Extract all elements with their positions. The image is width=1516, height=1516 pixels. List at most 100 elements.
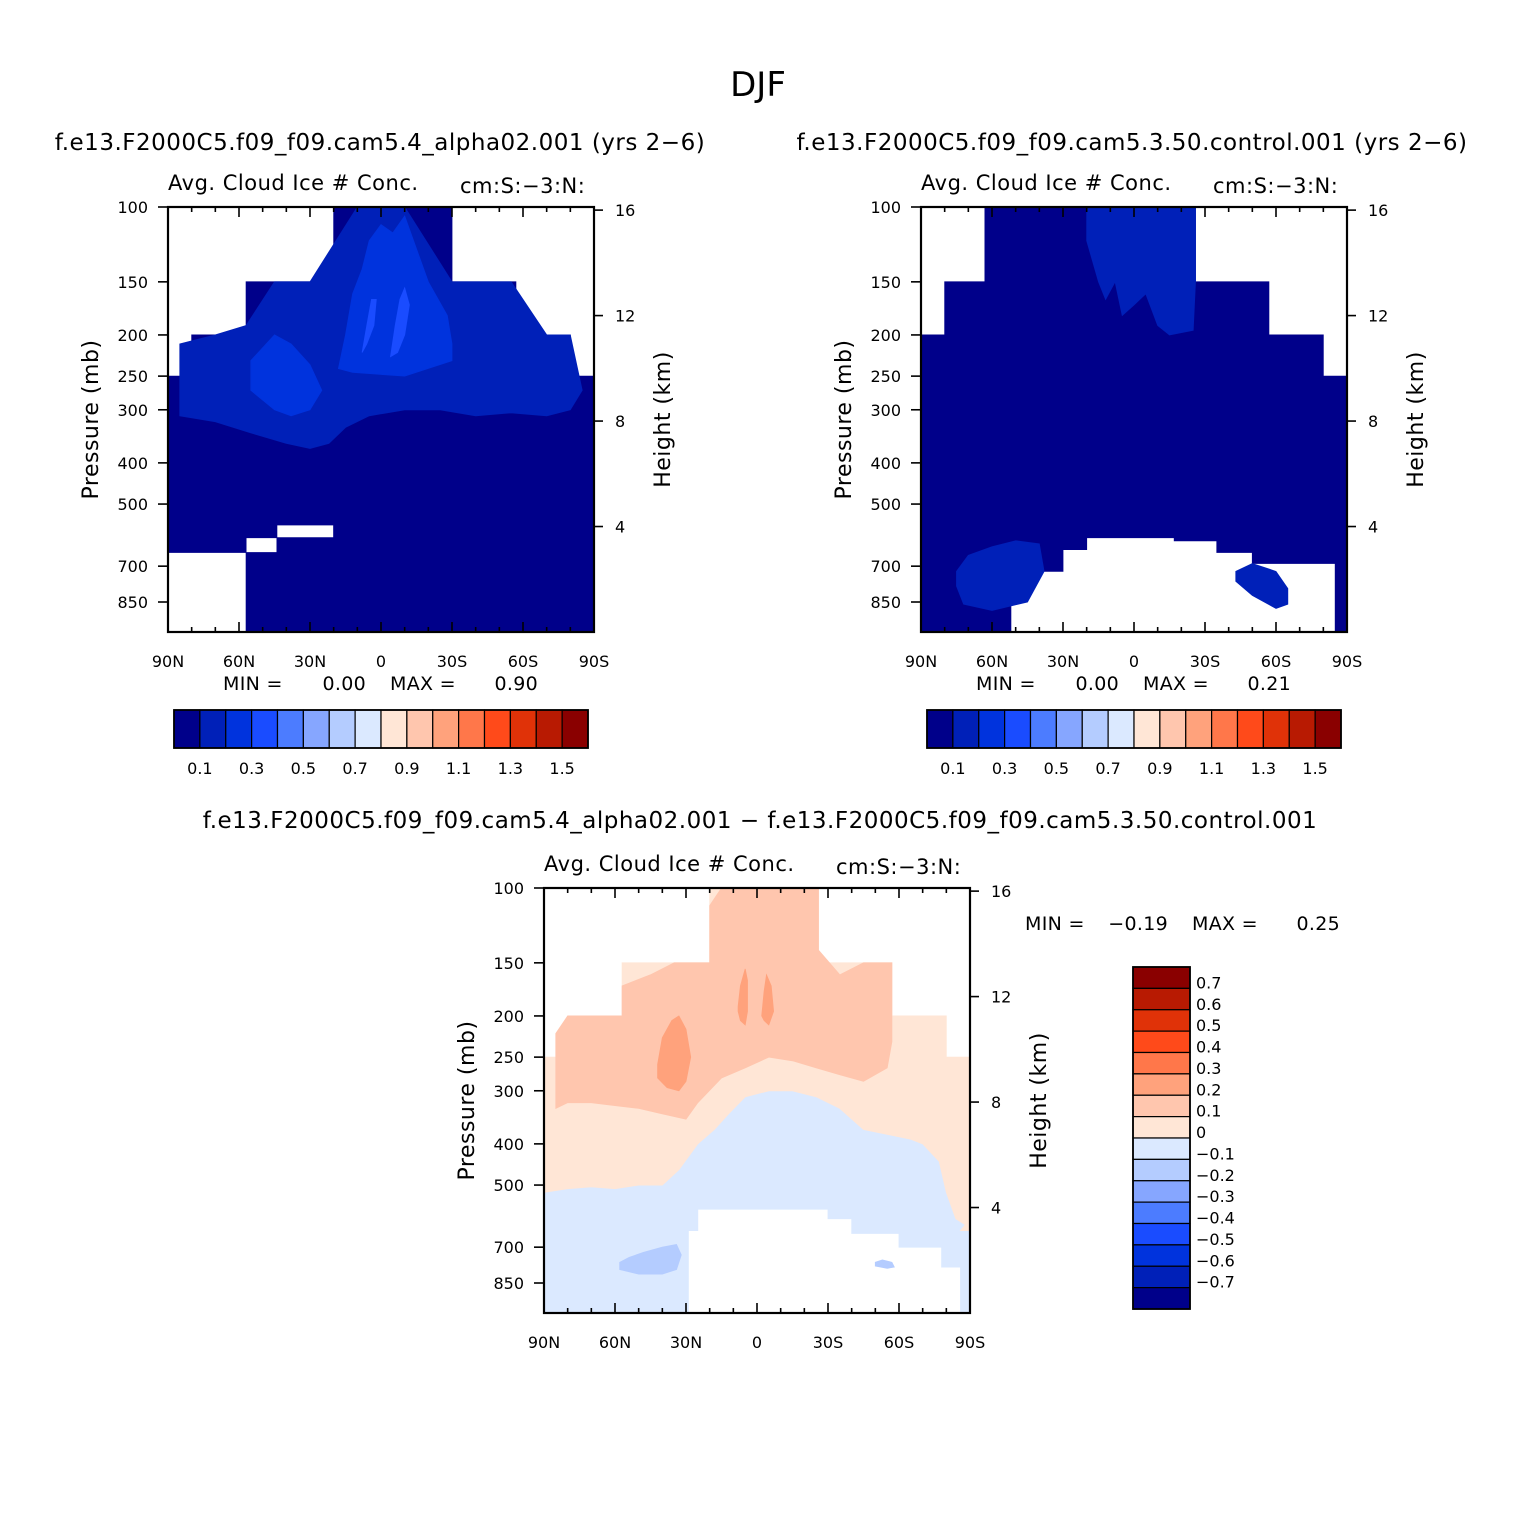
colorbar: 0.1 0.3 0.5 0.7 0.9 1.1 1.3 1.5 <box>173 709 589 778</box>
contour-region-3 <box>1235 563 1289 609</box>
x-tick-label: 60S <box>508 652 539 671</box>
colorbar-box <box>1132 1158 1191 1182</box>
colorbar-box <box>1132 987 1191 1011</box>
y-axis-title: Pressure (mb) <box>79 340 104 500</box>
colorbar-label: 0.1 <box>187 759 212 778</box>
contour-region-0 <box>921 207 1347 632</box>
height-axis-title: Height (km) <box>1404 351 1429 488</box>
max-label: MAX = <box>390 673 456 695</box>
min-value: 0.00 <box>322 673 366 695</box>
contour-region-5 <box>361 298 377 353</box>
y-tick-label: 200 <box>493 1007 524 1026</box>
panels: f.e13.F2000C5.f09_f09.cam5.4_alpha02.001… <box>55 130 1468 1352</box>
x-tick-label: 30N <box>670 1333 702 1352</box>
colorbar-box <box>1132 1009 1191 1032</box>
y-tick-label: 200 <box>870 326 901 345</box>
colorbar-label: −0.6 <box>1196 1251 1235 1270</box>
colorbar-label: 1.1 <box>1199 759 1224 778</box>
min-value: −0.19 <box>1108 913 1168 935</box>
x-tick-label: 90N <box>528 1333 560 1352</box>
y-tick-label: 500 <box>870 495 901 514</box>
colorbar-box <box>1185 709 1213 749</box>
colorbar-label: 1.3 <box>1251 759 1276 778</box>
colorbar-frame <box>1132 966 1191 1310</box>
x-tick-label: 90S <box>955 1333 986 1352</box>
y-tick-label: 300 <box>493 1082 524 1101</box>
x-tick-label: 60S <box>884 1333 915 1352</box>
contour-region-6 <box>619 1244 682 1275</box>
colorbar-box <box>432 709 460 749</box>
height-tick-label: 12 <box>615 307 635 326</box>
y-tick-label: 400 <box>493 1135 524 1154</box>
colorbar-box <box>1132 1201 1191 1225</box>
y-tick-label: 300 <box>117 401 148 420</box>
colorbar-box <box>1132 966 1191 989</box>
panel-title: f.e13.F2000C5.f09_f09.cam5.3.50.control.… <box>797 130 1468 156</box>
min-value: 0.00 <box>1075 673 1119 695</box>
y-tick-label: 850 <box>870 593 901 612</box>
colorbar-box <box>509 709 537 749</box>
y-tick-label: 500 <box>493 1176 524 1195</box>
x-tick-label: 30N <box>1047 652 1079 671</box>
contour-region-6 <box>389 286 410 358</box>
contour-region-2 <box>555 888 893 1120</box>
height-tick-label: 16 <box>615 201 635 220</box>
colorbar-label: −0.5 <box>1196 1230 1235 1249</box>
colorbar-box <box>1107 709 1135 749</box>
x-tick-label: 90S <box>579 652 610 671</box>
y-tick-label: 150 <box>117 273 148 292</box>
colorbar-box <box>1132 1180 1191 1203</box>
colorbar-label: 0 <box>1196 1123 1206 1142</box>
colorbar-label: −0.3 <box>1196 1187 1235 1206</box>
height-tick-label: 16 <box>1368 201 1388 220</box>
contour-region-3 <box>657 1015 692 1092</box>
colorbar-label: 0.9 <box>1147 759 1172 778</box>
x-tick-label: 60N <box>223 652 255 671</box>
colorbar-label: 0.6 <box>1196 995 1221 1014</box>
colorbar-box <box>1132 1222 1191 1246</box>
colorbar-label: 0.5 <box>1044 759 1069 778</box>
y-tick-label: 700 <box>117 557 148 576</box>
height-tick-label: 16 <box>991 882 1011 901</box>
colorbar-box <box>328 709 356 749</box>
height-tick-label: 12 <box>991 988 1011 1007</box>
y-tick-label: 850 <box>493 1274 524 1293</box>
y-axis-title: Pressure (mb) <box>832 340 857 500</box>
x-tick-label: 90N <box>152 652 184 671</box>
figure-title: DJF <box>730 65 786 105</box>
colorbar-label: 0.3 <box>239 759 264 778</box>
colorbar-box <box>483 709 511 749</box>
x-tick-label: 30S <box>813 1333 844 1352</box>
colorbar-box <box>302 709 330 749</box>
height-tick-label: 8 <box>991 1093 1001 1112</box>
contour-region-2 <box>956 540 1045 611</box>
colorbar-box <box>978 709 1006 749</box>
colorbar-label: 0.9 <box>394 759 419 778</box>
y-tick-label: 100 <box>870 198 901 217</box>
variable-label: Avg. Cloud Ice # Conc. <box>544 852 795 876</box>
colorbar-box <box>1132 1116 1191 1139</box>
colorbar-label: 0.5 <box>1196 1016 1221 1035</box>
colorbar-box <box>1132 1265 1191 1289</box>
y-axis-title: Pressure (mb) <box>455 1021 480 1181</box>
panel-case: f.e13.F2000C5.f09_f09.cam5.4_alpha02.001… <box>55 130 705 778</box>
x-tick-label: 30S <box>1190 652 1221 671</box>
min-label: MIN = <box>976 673 1036 695</box>
contour-region-4 <box>737 968 748 1026</box>
contour-field <box>921 207 1347 632</box>
height-tick-label: 8 <box>1368 412 1378 431</box>
x-tick-label: 60N <box>976 652 1008 671</box>
y-tick-label: 200 <box>117 326 148 345</box>
variable-label: Avg. Cloud Ice # Conc. <box>921 171 1172 195</box>
contour-region-5 <box>761 973 775 1026</box>
height-axis-title: Height (km) <box>651 351 676 488</box>
panel-title: f.e13.F2000C5.f09_f09.cam5.4_alpha02.001… <box>203 808 1317 834</box>
colorbar-box <box>1236 709 1264 749</box>
height-tick-label: 4 <box>991 1199 1001 1218</box>
colorbar-box <box>1211 709 1239 749</box>
y-tick-label: 150 <box>493 954 524 973</box>
colorbar-box <box>458 709 486 749</box>
colorbar-box <box>276 709 304 749</box>
